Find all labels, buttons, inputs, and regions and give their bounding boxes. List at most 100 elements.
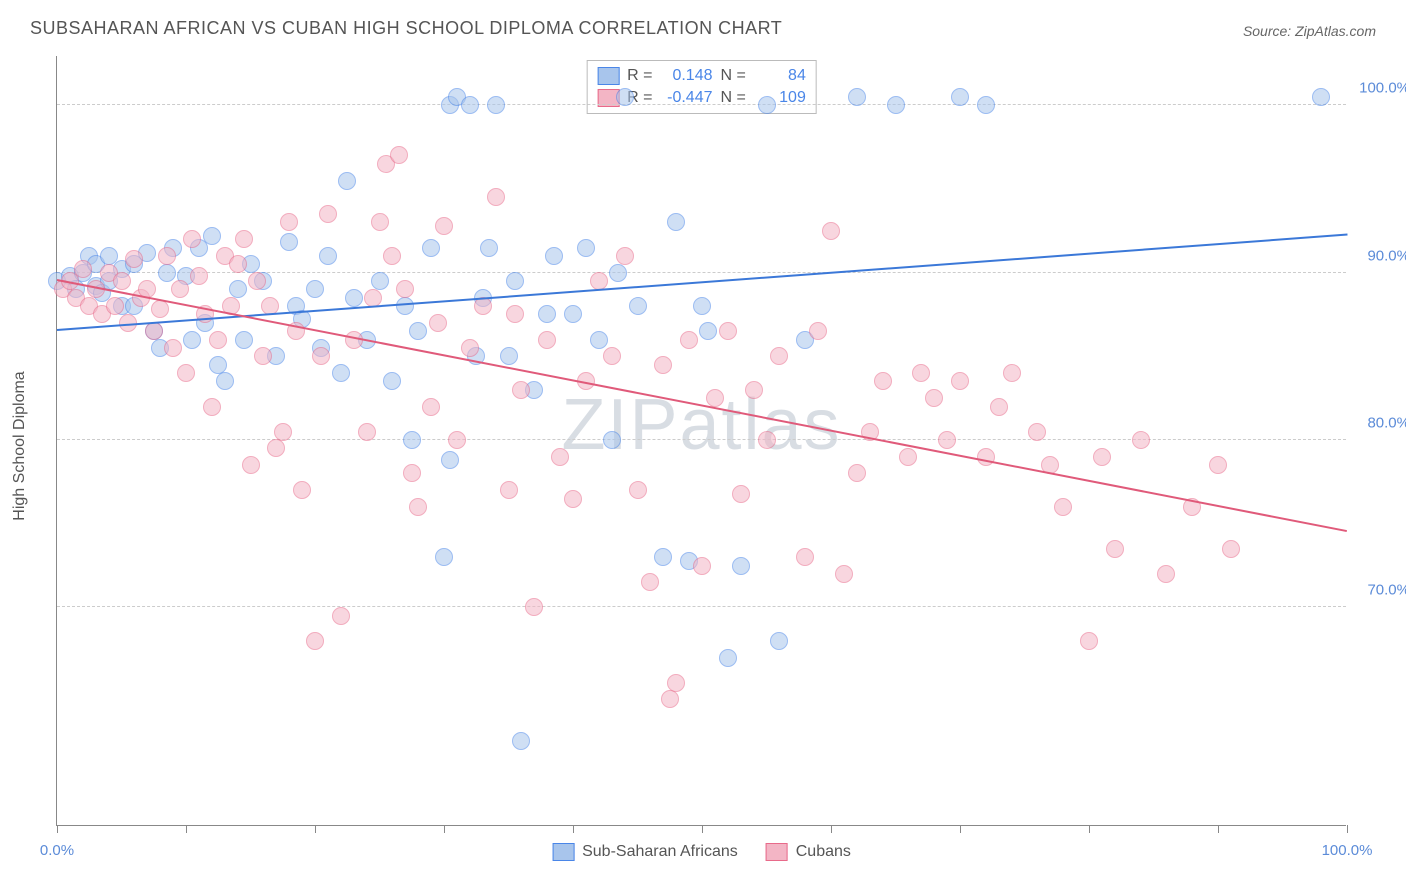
scatter-point [1080,632,1098,650]
scatter-point [603,347,621,365]
scatter-point [209,331,227,349]
scatter-point [770,632,788,650]
legend-label-a: Sub-Saharan Africans [582,843,738,861]
scatter-point [364,289,382,307]
scatter-point [822,222,840,240]
legend-item-a: Sub-Saharan Africans [552,843,738,861]
r-label: R = [627,67,652,85]
scatter-point [616,247,634,265]
scatter-point [590,272,608,290]
scatter-point [809,322,827,340]
scatter-point [629,297,647,315]
scatter-point [951,372,969,390]
scatter-point [229,255,247,273]
scatter-point [280,213,298,231]
scatter-point [145,322,163,340]
xtick [1347,825,1348,833]
scatter-point [1106,540,1124,558]
scatter-point [254,347,272,365]
scatter-point [158,264,176,282]
scatter-point [248,272,266,290]
scatter-point [390,146,408,164]
scatter-point [183,331,201,349]
scatter-point [564,490,582,508]
y-axis-label: High School Diploma [11,371,29,520]
xtick [315,825,316,833]
scatter-point [203,227,221,245]
scatter-point [912,364,930,382]
scatter-point [577,239,595,257]
scatter-point [770,347,788,365]
scatter-point [306,632,324,650]
scatter-point [422,398,440,416]
scatter-point [229,280,247,298]
n-label: N = [721,67,746,85]
scatter-chart: ZIPatlas R = 0.148 N = 84 R = -0.447 N =… [56,56,1346,826]
scatter-point [332,607,350,625]
scatter-point [590,331,608,349]
scatter-point [358,423,376,441]
scatter-point [874,372,892,390]
scatter-point [538,331,556,349]
scatter-point [280,233,298,251]
scatter-point [732,485,750,503]
scatter-point [274,423,292,441]
scatter-point [306,280,324,298]
scatter-point [641,573,659,591]
scatter-point [1157,565,1175,583]
scatter-point [977,96,995,114]
scatter-point [938,431,956,449]
scatter-point [403,464,421,482]
scatter-point [506,272,524,290]
scatter-point [680,331,698,349]
xtick-label: 100.0% [1322,842,1373,859]
scatter-point [667,674,685,692]
scatter-point [951,88,969,106]
scatter-point [609,264,627,282]
scatter-point [403,431,421,449]
scatter-point [848,88,866,106]
scatter-point [848,464,866,482]
gridline [57,104,1346,105]
scatter-point [899,448,917,466]
scatter-point [409,498,427,516]
xtick [57,825,58,833]
scatter-point [667,213,685,231]
scatter-point [312,347,330,365]
source-label: Source: ZipAtlas.com [1243,23,1376,39]
scatter-point [461,96,479,114]
scatter-point [693,297,711,315]
scatter-point [706,389,724,407]
scatter-point [551,448,569,466]
scatter-point [654,548,672,566]
scatter-point [480,239,498,257]
scatter-point [1209,456,1227,474]
scatter-point [564,305,582,323]
xtick [186,825,187,833]
xtick [1089,825,1090,833]
scatter-point [1054,498,1072,516]
scatter-point [887,96,905,114]
scatter-point [487,96,505,114]
scatter-point [719,649,737,667]
scatter-point [429,314,447,332]
bottom-legend: Sub-Saharan Africans Cubans [552,843,851,861]
scatter-point [512,732,530,750]
legend-item-b: Cubans [766,843,851,861]
scatter-point [151,300,169,318]
scatter-point [203,398,221,416]
scatter-point [435,217,453,235]
scatter-point [177,364,195,382]
scatter-point [719,322,737,340]
scatter-point [1028,423,1046,441]
scatter-point [267,439,285,457]
scatter-point [74,260,92,278]
scatter-point [1312,88,1330,106]
scatter-point [758,96,776,114]
xtick [1218,825,1219,833]
scatter-point [603,431,621,449]
scatter-point [441,451,459,469]
scatter-point [216,372,234,390]
scatter-point [1093,448,1111,466]
scatter-point [545,247,563,265]
